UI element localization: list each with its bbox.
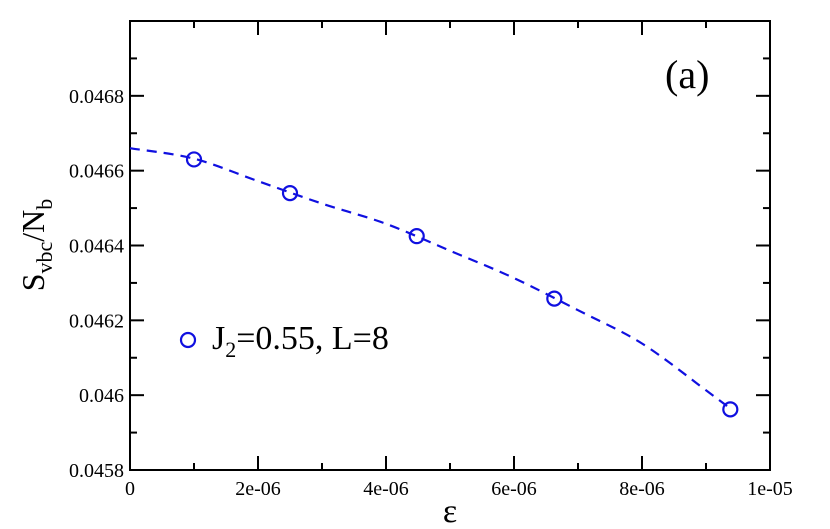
x-tick-label: 0: [125, 478, 135, 500]
x-tick-label: 1e-05: [747, 478, 793, 500]
legend-marker: [179, 331, 197, 349]
x-tick-label: 4e-06: [363, 478, 409, 500]
legend-label-main: J: [212, 320, 225, 357]
data-point: [281, 185, 299, 202]
legend: J2=0.55, L=8: [179, 320, 389, 362]
x-tick-label: 8e-06: [619, 478, 665, 500]
y-tick-label: 0.0466: [69, 161, 124, 183]
data-point: [546, 290, 563, 307]
data-point: [408, 228, 425, 245]
x-tick-label: 6e-06: [491, 478, 537, 500]
y-tick-label: 0.0462: [69, 310, 124, 332]
data-point: [185, 151, 203, 168]
data-point: [722, 401, 739, 418]
legend-label: J2=0.55, L=8: [212, 320, 389, 362]
y-tick-label: 0.0464: [69, 236, 124, 258]
x-tick-label: 2e-06: [235, 478, 281, 500]
panel-label: (a): [665, 52, 709, 97]
y-tick-label: 0.0458: [69, 460, 124, 482]
fit-curve: [129, 147, 733, 411]
y-axis-label-sub1: vbc: [32, 241, 57, 273]
y-tick-label: 0.0468: [69, 86, 124, 108]
data-markers: [185, 151, 739, 418]
x-axis-label: ε: [443, 493, 457, 529]
y-axis-label: Svbc/Nb: [15, 199, 57, 292]
y-tick-label: 0.046: [79, 385, 124, 407]
y-axis-label-main: S: [15, 273, 51, 291]
legend-label-sub: 2: [225, 337, 236, 362]
axis-ticks: [129, 21, 771, 471]
y-axis-label-sub2: b: [32, 199, 57, 210]
axis-tick-labels: 0 2e-06 4e-06 6e-06 8e-06 1e-05 0.0458 0.046 0.0…: [69, 86, 793, 500]
legend-label-rest: =0.55, L=8: [236, 320, 389, 357]
y-axis-label-sep: /N: [15, 210, 51, 242]
